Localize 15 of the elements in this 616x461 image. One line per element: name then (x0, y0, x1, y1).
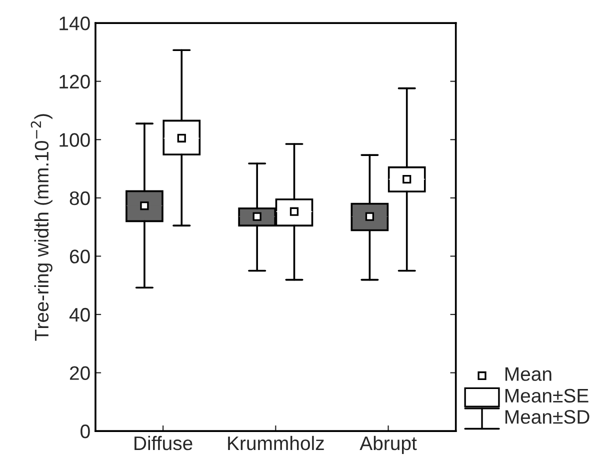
text: Mean (505, 367, 552, 381)
text: Mean±SD (505, 410, 590, 424)
y-tick-label: 60 (70, 250, 90, 264)
y-tick-label: 100 (60, 133, 90, 147)
y-axis-title: Tree-ring width (mm.10$^{−2}$) (30, 114, 52, 341)
y-tick-label: 80 (70, 191, 90, 206)
y-tick-label: 0 (80, 424, 90, 438)
x-tick-label: Diffuse (134, 436, 192, 450)
text: Mean±SE (505, 388, 588, 403)
x-tick-label: Krummholz (228, 436, 324, 450)
y-tick-label: 140 (60, 16, 90, 30)
y-tick-label: 120 (60, 74, 90, 89)
y-tick-label: 40 (69, 308, 90, 322)
x-tick-label: Abrupt (360, 436, 417, 454)
y-tick-label: 20 (70, 366, 90, 380)
